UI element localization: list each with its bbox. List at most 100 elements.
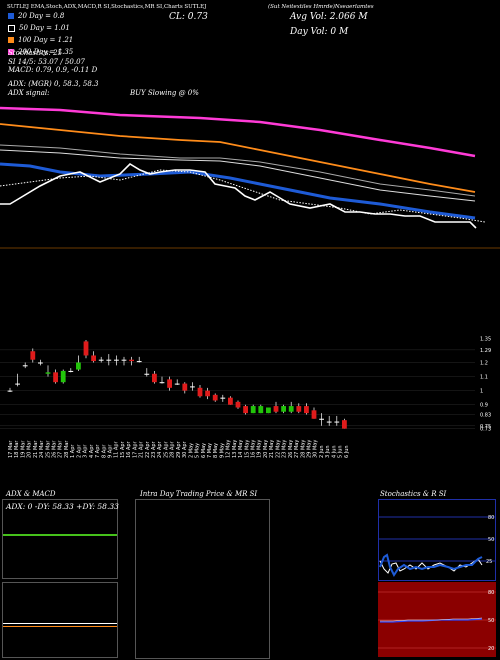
stochastics-panel: 80 50 25: [378, 499, 496, 581]
candle-body: [243, 406, 248, 414]
candle-body: [334, 421, 340, 423]
candle-body: [30, 351, 36, 360]
si-value: SI 14/5: 53.07 / 50.07: [8, 58, 85, 66]
date-tick-label: 17 Apr: [132, 440, 138, 458]
rsi-panel: 80 50 20: [378, 582, 496, 657]
date-tick-label: 9 May: [219, 443, 225, 458]
candle-body: [114, 359, 119, 361]
candle-body: [212, 394, 218, 401]
price-scale-label: 0.75: [480, 424, 491, 430]
legend-50-day: 50 Day = 1.01: [8, 24, 70, 32]
date-tick-label: 25 Mar: [45, 440, 51, 458]
date-tick-label: 5 May: [195, 443, 201, 458]
legend-swatch-magenta: [8, 49, 14, 55]
close-price: CL: 0.73: [169, 12, 208, 22]
ma-20-line: [0, 162, 476, 220]
price-scale-label: 0.9: [480, 403, 488, 409]
stoch-k-line: [379, 558, 483, 574]
candle-body: [83, 341, 89, 356]
stochastics-value: Stochastics: 25: [8, 49, 63, 57]
candle-body: [98, 359, 104, 361]
date-tick-label: 21 Apr: [139, 440, 145, 458]
stoch-scale-80: 80: [488, 515, 494, 521]
stoch-scale-25: 25: [486, 559, 492, 565]
date-tick-label: 22 May: [275, 440, 281, 458]
legend-100-day: 100 Day = 1.21: [8, 36, 73, 44]
date-tick-label: 25 Apr: [163, 440, 169, 458]
date-tick-label: 23 Apr: [151, 440, 157, 458]
candle-body: [296, 406, 302, 412]
rsi-scale-20: 20: [488, 646, 494, 652]
adx-panel-values: ADX: 0 -DY: 58.33 +DY: 58.33: [6, 502, 119, 511]
date-tick-label: 27 Mar: [58, 440, 64, 458]
date-tick-label: 17 Mar: [8, 440, 14, 458]
candle-body: [144, 373, 150, 375]
date-tick-label: 30 May: [313, 440, 319, 458]
candle-body: [60, 370, 66, 383]
macd-line: [3, 623, 117, 624]
candle-body: [266, 407, 271, 414]
date-tick-label: 19 Mar: [20, 440, 26, 458]
candle-body: [190, 386, 195, 388]
legend-swatch-blue: [8, 13, 14, 19]
date-tick-label: 20 Mar: [27, 440, 33, 458]
candle-body: [228, 397, 233, 405]
header-title: SUTLEJ EMA,Stoch,ADX,MACD,R SI,Stochasti…: [7, 4, 207, 10]
date-tick-label: 2 May: [188, 443, 194, 458]
candle-body: [53, 372, 58, 383]
candle-body: [250, 406, 256, 414]
candle-body: [76, 362, 81, 370]
candle-body: [220, 397, 226, 399]
ma-100-line: [0, 123, 476, 193]
date-tick-label: 2 Jun: [319, 445, 325, 458]
candle-body: [152, 373, 157, 383]
date-tick-label: 11 Apr: [114, 440, 120, 458]
candle-body: [167, 379, 172, 388]
adx-line: [3, 534, 117, 536]
rsi-scale-50: 50: [488, 618, 494, 624]
stoch-d-line: [379, 553, 483, 577]
candle-body: [182, 383, 188, 391]
date-tick-label: 7 May: [207, 443, 213, 458]
price-scale-label: 1: [480, 389, 483, 395]
ma-200-line: [0, 106, 476, 158]
price-line: [0, 162, 477, 229]
stoch-panel-title: Stochastics & R SI: [380, 490, 447, 498]
price-dotted-line: [0, 169, 486, 223]
date-tick-label: 6 May: [201, 443, 207, 458]
date-tick-label: 24 Apr: [157, 440, 163, 458]
date-tick-label: 26 May: [288, 440, 294, 458]
candle-body: [68, 370, 74, 372]
date-tick-label: 14 May: [238, 440, 244, 458]
date-tick-label: 26 Mar: [52, 440, 58, 458]
rsi-line: [380, 618, 483, 623]
price-scale-label: 0.83: [480, 413, 491, 419]
buy-selling: BUY Slowing @ 0%: [130, 89, 199, 97]
date-tick-label: 4 Jun: [331, 445, 337, 458]
rsi-scale-80: 80: [488, 590, 494, 596]
candle-body: [22, 365, 28, 367]
date-tick-label: 18 Mar: [14, 440, 20, 458]
date-tick-label: 15 Apr: [120, 440, 126, 458]
candle-body: [281, 406, 286, 412]
price-scale-top: 1.35: [480, 336, 491, 342]
date-tick-label: 3 Jun: [325, 445, 331, 458]
candle-body: [38, 362, 43, 364]
candle-body: [15, 383, 20, 385]
candle-body: [258, 406, 264, 414]
date-tick-label: 6 Jun: [344, 445, 350, 458]
date-tick-label: 24 Mar: [39, 440, 45, 458]
date-tick-label: 20 May: [263, 440, 269, 458]
date-tick-label: 28 Apr: [170, 440, 176, 458]
legend-20-day: 20 Day = 0.8: [8, 12, 64, 20]
date-tick-label: 23 May: [282, 440, 288, 458]
date-tick-label: 12 May: [226, 440, 232, 458]
date-tick-label: 28 May: [300, 440, 306, 458]
candle-body: [205, 390, 210, 397]
candle-body: [91, 355, 96, 362]
legend-swatch-white: [8, 24, 15, 32]
price-scale-label: 1.2: [480, 361, 488, 367]
date-tick-label: 16 May: [251, 440, 257, 458]
date-tick-label: 19 May: [257, 440, 263, 458]
candle-body: [121, 359, 127, 361]
